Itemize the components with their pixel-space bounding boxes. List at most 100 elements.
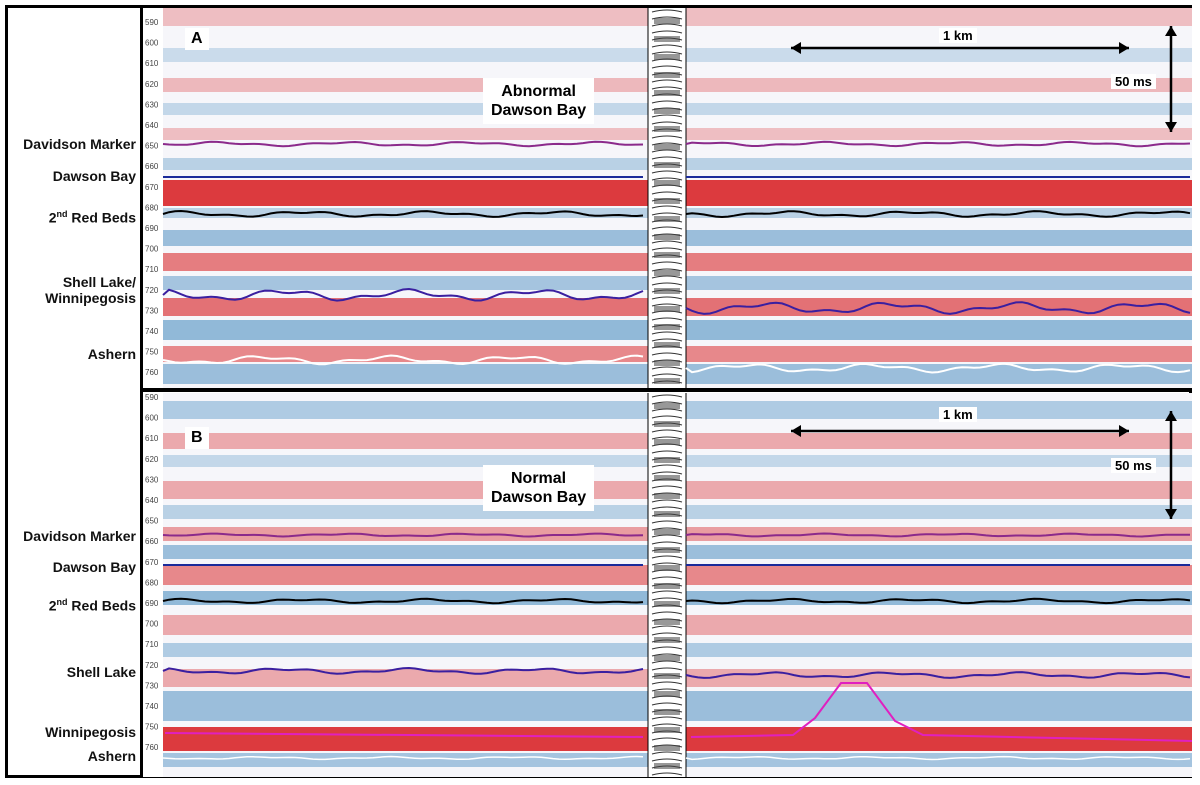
synthetic-trace: [651, 751, 683, 755]
synthetic-trace: [651, 681, 683, 685]
horizon-davidson-marker: [162, 140, 644, 148]
synthetic-fill: [654, 342, 680, 348]
time-tick-label: 690: [145, 599, 159, 608]
synthetic-fill: [654, 18, 680, 24]
synthetic-trace: [651, 429, 683, 433]
horizon-shell-lake: [162, 666, 644, 675]
synthetic-trace: [651, 520, 683, 524]
label-a-2nd-red-beds: 2nd Red Beds: [49, 206, 136, 226]
label-text: 2: [48, 209, 57, 226]
synthetic-fill: [654, 637, 680, 643]
synthetic-trace: [651, 562, 683, 566]
horizon-ashern: [162, 755, 644, 761]
horizon-2nd-red-beds: [685, 210, 1191, 219]
synthetic-trace: [651, 303, 683, 307]
synthetic-fill: [654, 727, 680, 733]
synthetic-trace: [651, 121, 683, 125]
synthetic-fill: [654, 252, 680, 258]
synthetic-trace: [651, 317, 683, 321]
synthetic-trace: [651, 471, 683, 475]
synthetic-trace: [651, 338, 683, 342]
synthetic-trace: [651, 177, 683, 181]
scale-bars: [791, 411, 1177, 519]
panel-title-a: Abnormal Dawson Bay: [483, 78, 595, 124]
synthetic-fill: [654, 691, 680, 697]
synthetic-fill: [654, 54, 680, 60]
synthetic-fill: [654, 745, 680, 751]
synthetic-trace: [651, 464, 683, 468]
label-b-ashern: Ashern: [88, 748, 136, 764]
horizon-davidson-marker: [685, 140, 1191, 148]
arrowhead-down: [1165, 122, 1177, 132]
label-text: Davidson Marker: [23, 528, 136, 544]
horizon-winnipegosis: [164, 682, 1192, 742]
synthetic-fill: [654, 378, 680, 384]
synthetic-fill: [654, 475, 680, 481]
panel-title-line2: Dawson Bay: [491, 489, 587, 506]
vertical-separator: [140, 8, 143, 777]
time-tick-label: 760: [145, 368, 159, 377]
label-b-2nd-red-beds: 2nd Red Beds: [49, 594, 136, 614]
label-text: Red Beds: [67, 209, 136, 226]
time-tick-label: 680: [145, 203, 159, 212]
label-b-dawson-bay: Dawson Bay: [53, 559, 136, 575]
label-b-shell-lake: Shell Lake: [67, 664, 136, 680]
synthetic-fill: [654, 108, 680, 114]
synthetic-trace: [651, 450, 683, 454]
time-tick-label: 740: [145, 327, 159, 336]
synthetic-trace: [651, 646, 683, 650]
time-tick-label: 680: [145, 578, 159, 587]
synthetic-trace: [651, 51, 683, 55]
synthetic-trace: [651, 485, 683, 489]
time-tick-label: 700: [145, 620, 159, 629]
time-tick-label: 700: [145, 245, 159, 254]
synthetic-trace: [651, 282, 683, 286]
label-text: Shell Lake: [66, 664, 136, 680]
arrowhead-up: [1165, 411, 1177, 421]
synthetic-trace: [651, 667, 683, 671]
time-axis-strip: [143, 393, 163, 777]
synthetic-fill: [654, 198, 680, 204]
synthetic-trace: [651, 723, 683, 727]
time-tick-label: 650: [145, 517, 159, 526]
time-tick-label: 600: [145, 414, 159, 423]
synthetic-trace: [651, 352, 683, 356]
time-tick-label: 720: [145, 286, 159, 295]
synthetic-fill: [654, 216, 680, 222]
synthetic-trace: [651, 79, 683, 83]
synthetic-trace: [651, 296, 683, 300]
time-tick-label: 710: [145, 265, 159, 274]
horizon-ashern: [685, 362, 1191, 374]
synthetic-trace: [651, 30, 683, 34]
time-tick-label: 730: [145, 306, 159, 315]
synthetic-fill: [654, 583, 680, 589]
synthetic-trace: [651, 86, 683, 90]
synthetic-trace: [651, 44, 683, 48]
synthetic-fill: [654, 36, 680, 42]
horizon-shell-lake-winnipegosis: [162, 287, 644, 302]
time-tick-label: 760: [145, 743, 159, 752]
time-tick-label: 750: [145, 348, 159, 357]
synthetic-trace: [651, 65, 683, 69]
panel-title-b: Normal Dawson Bay: [483, 465, 595, 511]
horizon-2nd-red-beds: [685, 597, 1191, 605]
label-text: Red Beds: [67, 597, 136, 614]
synthetic-trace: [651, 226, 683, 230]
label-a-dawson-bay: Dawson Bay: [53, 168, 136, 184]
arrowhead-left: [791, 425, 801, 437]
label-a-shell-lake-winnipegosis: Shell Lake/Winnipegosis: [45, 274, 136, 306]
synthetic-fill: [654, 547, 680, 553]
synthetic-trace: [651, 394, 683, 398]
horizon-davidson-marker: [162, 532, 644, 538]
synthetic-fill: [654, 601, 680, 607]
time-tick-label: 650: [145, 142, 159, 151]
time-tick-label: 690: [145, 224, 159, 233]
label-text: Ashern: [87, 748, 136, 764]
synthetic-trace: [651, 758, 683, 762]
time-tick-label: 720: [145, 661, 159, 670]
synthetic-trace: [651, 611, 683, 615]
synthetic-trace: [651, 261, 683, 265]
label-text: Davidson Marker: [23, 136, 136, 152]
synthetic-trace: [651, 506, 683, 510]
time-tick-label: 590: [145, 393, 159, 402]
